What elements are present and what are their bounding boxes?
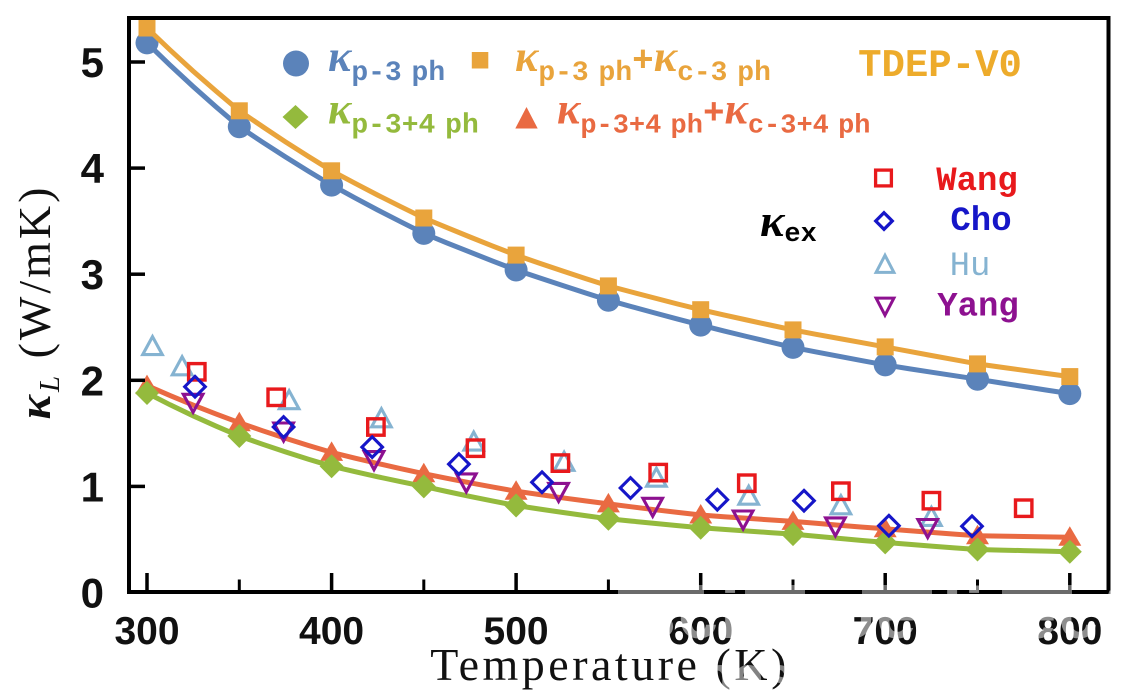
svg-text:800: 800 xyxy=(1037,610,1102,653)
svg-text:Wang: Wang xyxy=(936,163,1018,201)
svg-text:300: 300 xyxy=(114,610,179,653)
svg-text:nes: nes xyxy=(700,646,793,697)
svg-text:2: 2 xyxy=(81,357,104,404)
svg-text:5: 5 xyxy=(81,39,104,86)
svg-text:700: 700 xyxy=(853,610,918,653)
svg-text:Temperature (K): Temperature (K) xyxy=(430,639,790,690)
svg-text:1: 1 xyxy=(81,463,104,510)
svg-text:Cho: Cho xyxy=(950,203,1011,241)
svg-text:TDEP-V0: TDEP-V0 xyxy=(858,44,1022,88)
svg-text:0: 0 xyxy=(81,570,104,617)
svg-text:κp-3+4 ph: κp-3+4 ph xyxy=(328,85,479,142)
svg-text:κp-3 ph: κp-3 ph xyxy=(328,32,445,89)
svg-text:κp-3+4 ph +κc-3+4 ph: κp-3+4 ph +κc-3+4 ph xyxy=(557,85,870,142)
svg-text:3: 3 xyxy=(81,251,104,298)
svg-text:scienoedirects: scienoedirects xyxy=(636,574,1142,654)
svg-text:4: 4 xyxy=(81,145,105,192)
svg-text:600: 600 xyxy=(668,610,733,653)
svg-text:Hu: Hu xyxy=(950,248,991,286)
svg-text:κex: κex xyxy=(760,195,817,250)
svg-text:κL (W/mK): κL (W/mK) xyxy=(9,185,66,420)
svg-text:400: 400 xyxy=(299,610,364,653)
svg-text:κp-3 ph +κc-3 ph: κp-3 ph +κc-3 ph xyxy=(515,32,771,89)
svg-text:500: 500 xyxy=(484,610,549,653)
svg-text:Yang: Yang xyxy=(937,289,1019,327)
